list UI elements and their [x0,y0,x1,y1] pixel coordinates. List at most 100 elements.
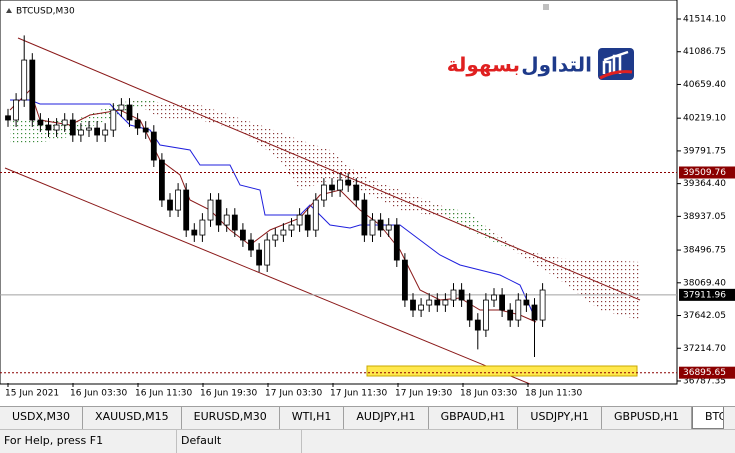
candle-body [53,124,60,131]
chart-tab[interactable]: USDJPY,H1 [518,407,603,429]
y-tick-label: 38069.40 [683,278,726,288]
candle-body [134,119,141,129]
candle-body [280,229,287,236]
y-tick-label: 38937.05 [683,212,726,222]
x-tick-label: 16 Jun 03:30 [70,389,127,399]
y-tick-label: 39364.40 [683,179,726,189]
candle-body [426,299,433,306]
x-tick-label: 16 Jun 19:30 [200,389,257,399]
candle-body [248,239,254,251]
candle-body [223,214,230,226]
level-label-bg [679,166,735,179]
candle-body [29,59,36,121]
candle-body [86,127,92,131]
level-label: 37911.96 [683,290,726,300]
chart-tab[interactable]: XAUUSD,M15 [83,407,182,429]
candle-body [474,319,481,331]
chart-tab[interactable]: USDX,M30 [0,407,84,429]
level-label: 36895.65 [683,368,726,378]
logo-word: التداول [521,53,592,77]
chart-tab[interactable]: AUDJPY,H1 [344,407,429,429]
candle-body [499,294,506,311]
x-tick-label: 18 Jun 11:30 [525,389,582,399]
chart: BTCUSD,M30 التداول بسهولة 41514.10 41086.… [0,0,735,406]
level-label-bg [679,288,735,301]
candle-body [507,309,514,321]
candle-body [434,299,441,306]
chart-tab[interactable]: BTC [692,407,725,429]
candle-body [482,299,489,331]
logo-word: بسهولة [447,53,520,77]
plot-frame [0,0,678,385]
candle-body [110,109,117,131]
channel-line [4,167,531,385]
candle-body [410,299,416,311]
y-tick-label: 41514.10 [683,15,726,25]
candle-body [118,104,125,111]
candle-body [191,229,198,236]
candle-body [215,199,222,226]
candle-body [13,99,20,121]
candle-body [539,289,546,321]
candle-body [296,214,303,226]
candle-body [45,124,52,131]
candle-body [393,224,400,261]
candle-body [239,229,246,241]
candle-body [167,199,173,211]
x-tick-label: 15 Jun 2021 [5,389,59,399]
y-tick-label: 39791.75 [683,146,726,156]
candle-body [207,199,214,221]
candle-body [231,214,238,231]
candle-body [150,131,157,161]
candle-body [523,299,530,306]
candle-body [69,119,76,136]
y-tick-label: 36787.35 [683,376,726,386]
x-tick-label: 18 Jun 03:30 [460,389,517,399]
candle-body [37,119,44,126]
ichimoku-cloud [130,100,640,320]
x-tick-label: 17 Jun 19:30 [395,389,452,399]
y-tick-label: 41086.75 [683,47,726,57]
chart-tab[interactable]: GBPAUD,H1 [428,407,519,429]
level-label: 39509.76 [683,168,726,178]
candle-body [515,299,522,321]
y-tick-label: 40659.40 [683,80,726,90]
candle-body [175,189,182,211]
y-tick-label: 40219.10 [683,114,726,124]
chart-tab[interactable]: EURUSD,M30 [181,407,280,429]
chart-tabs: USDX,M30 XAUUSD,M15 EURUSD,M30 WTI,H1 AUDJPY… [0,406,735,429]
y-tick-label: 37214.70 [683,344,726,354]
status-profile: Default [177,430,302,453]
candle-body [288,224,295,231]
status-help: For Help, press F1 [0,430,177,453]
candle-body [21,59,28,101]
candle-body [272,234,279,241]
candle-body [385,224,392,231]
candle-body [353,184,360,201]
candle-body [369,219,376,236]
candle-body [126,104,133,121]
candle-body [345,179,352,186]
candle-body [256,249,263,266]
candle-body [377,219,384,231]
candle-body [264,239,271,266]
corner-marker [543,4,549,10]
chart-icon [6,8,12,13]
channel-line [17,37,641,301]
chart-title: BTCUSD,M30 [16,7,75,17]
candle-body [466,299,473,321]
candle-body [491,294,497,301]
candle-body [199,219,206,236]
candle-body [361,199,368,236]
candle-body [142,127,149,133]
candle-body [312,199,319,231]
candle-body [304,214,311,231]
x-tick-label: 16 Jun 11:30 [135,389,192,399]
chart-tab[interactable]: WTI,H1 [279,407,345,429]
candle-body [337,179,344,191]
candle-body [5,115,11,121]
chart-tab[interactable]: GBPUSD,H1 [602,407,693,429]
status-bar: For Help, press F1 Default [0,429,735,453]
candle-body [458,289,465,301]
